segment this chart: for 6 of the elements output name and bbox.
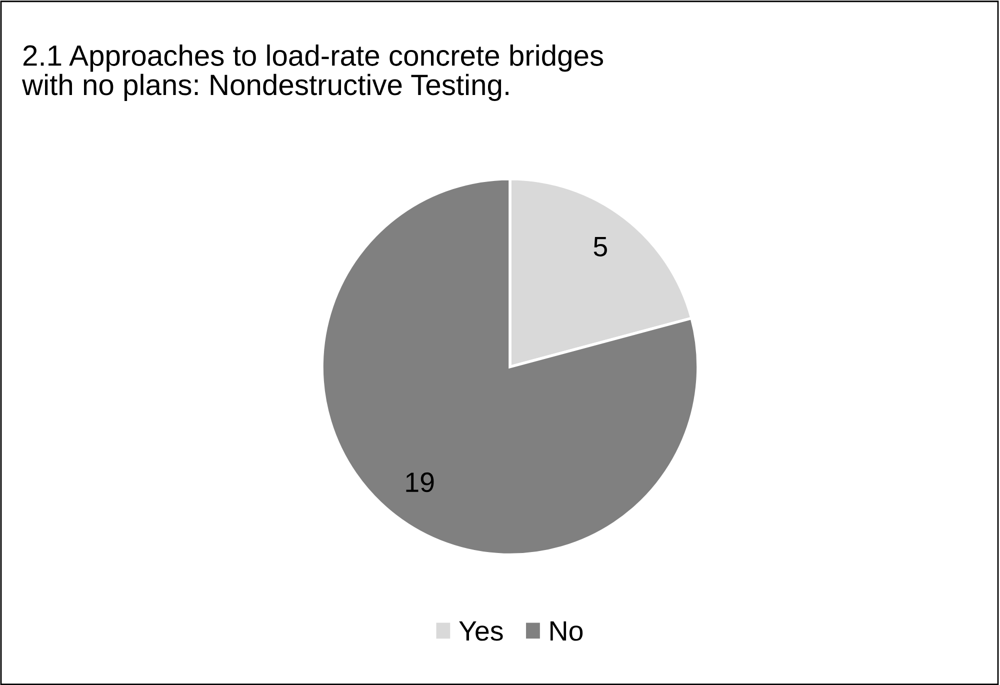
legend-label: Yes — [459, 621, 503, 641]
data-label: 5 — [594, 237, 607, 256]
legend-label: No — [550, 621, 583, 641]
pie-slice — [320, 177, 700, 556]
chart-title: 2.1 Approaches to load-rate concrete bridges with no plans: Nondestructive Testing. — [22, 44, 604, 102]
data-label: 19 — [406, 472, 434, 492]
